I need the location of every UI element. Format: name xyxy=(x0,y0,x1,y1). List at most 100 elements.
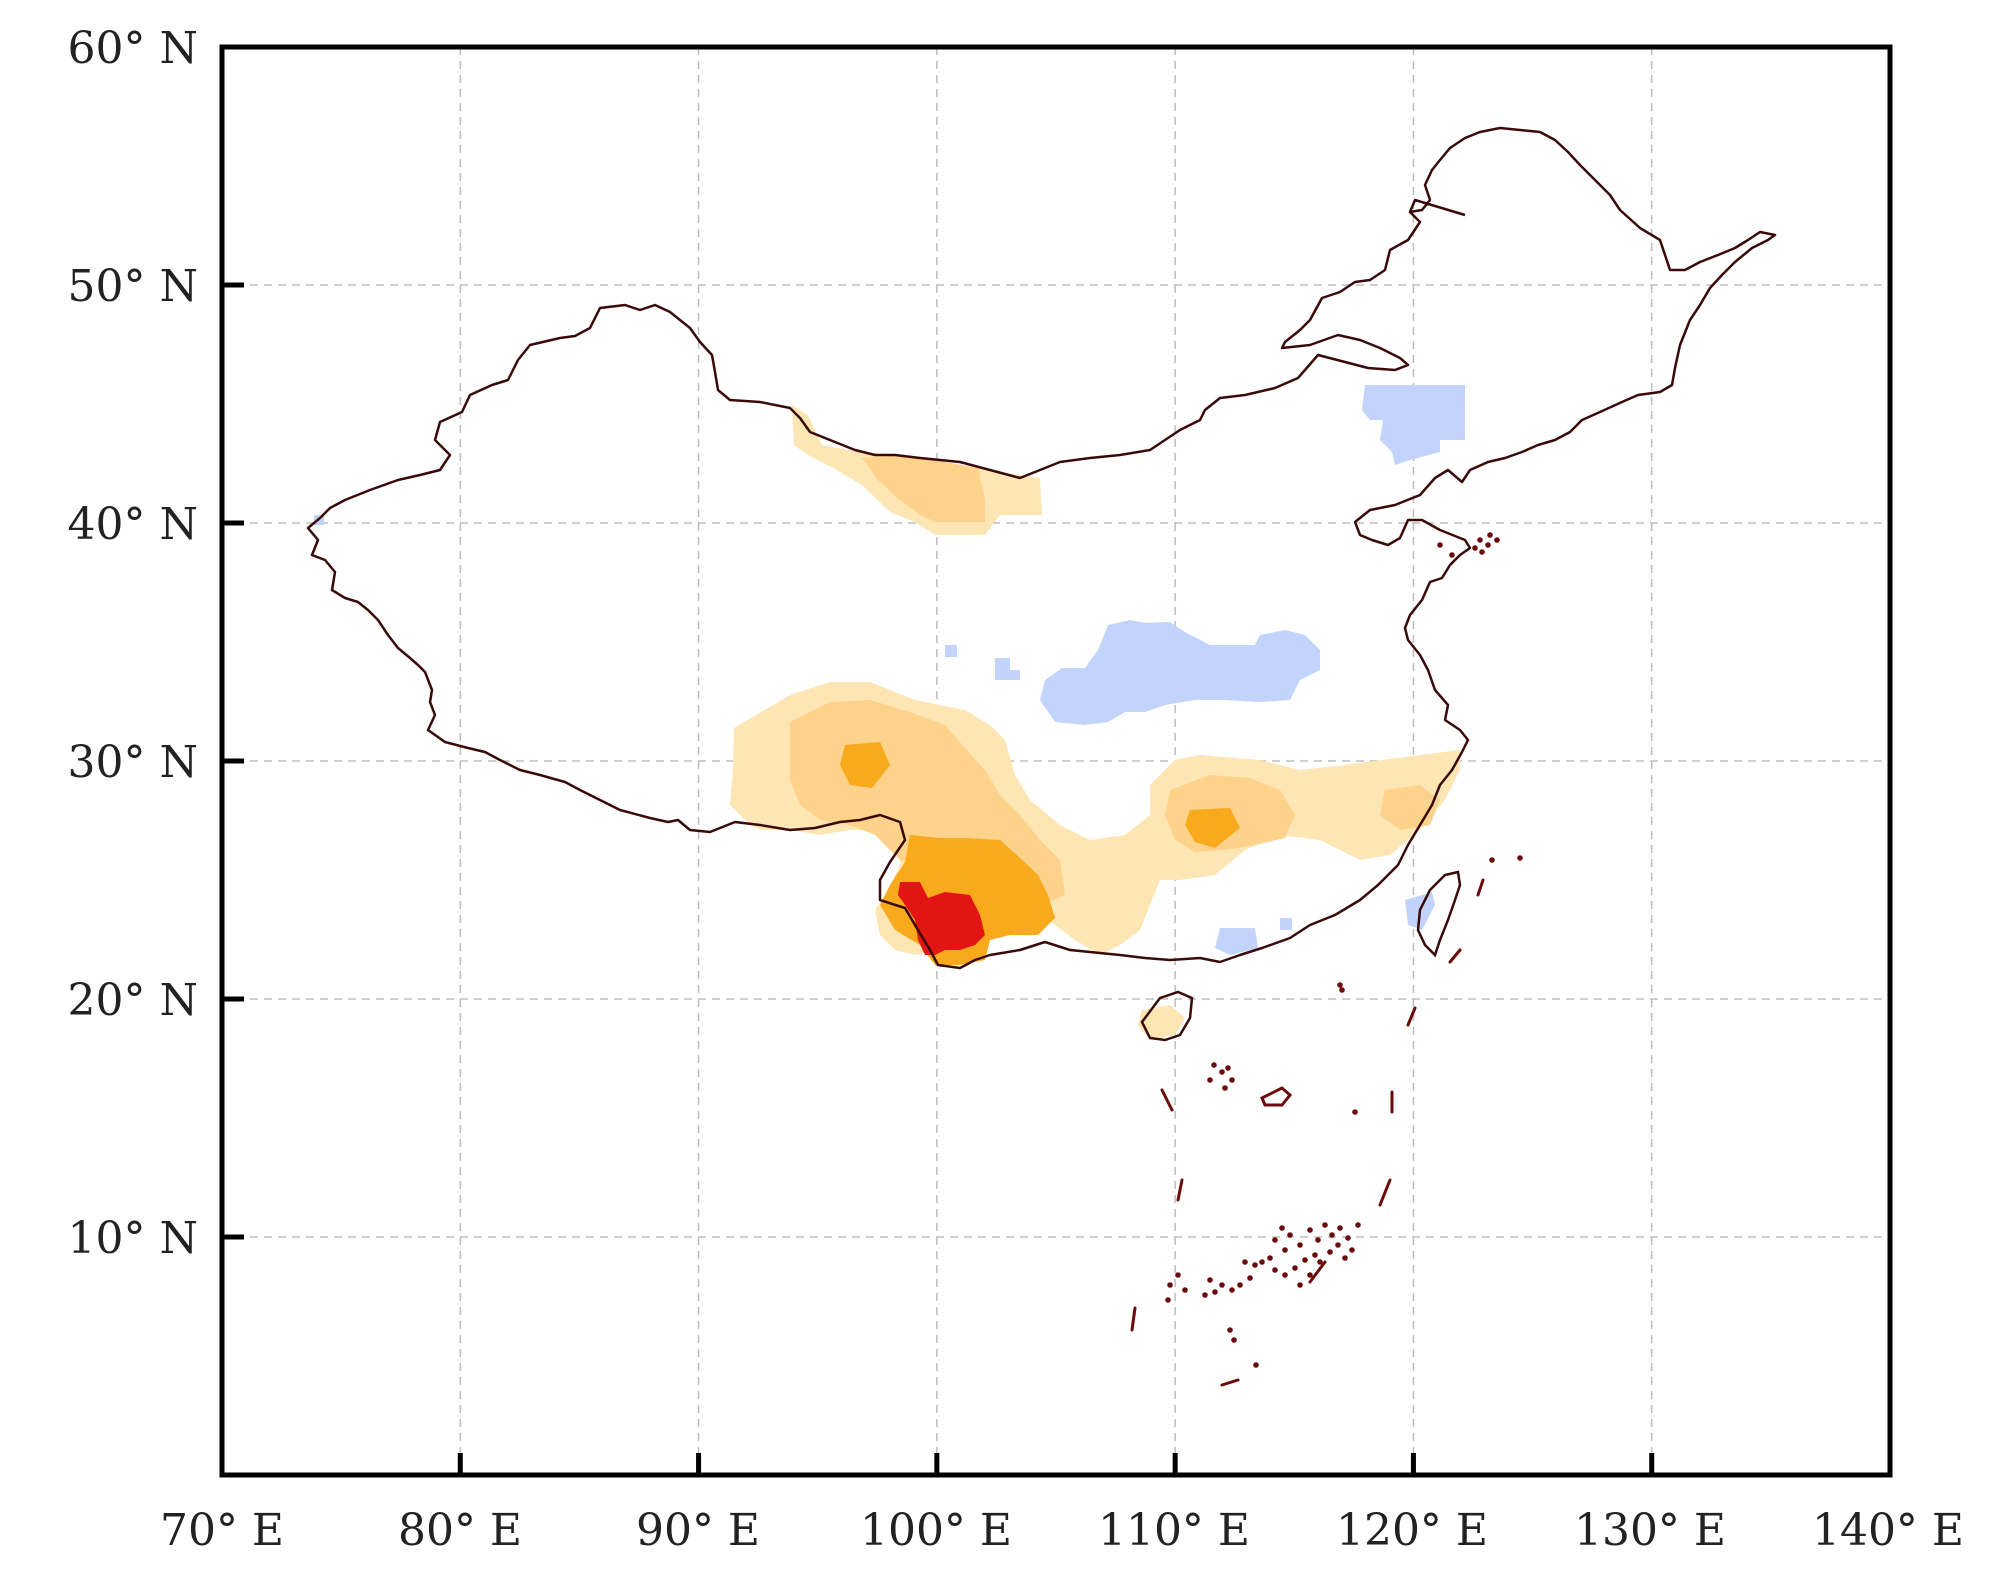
island-dot xyxy=(1279,1225,1285,1231)
island-dot xyxy=(1231,1337,1237,1343)
island-dot xyxy=(1272,1267,1278,1273)
nine-dash-line-segment xyxy=(1160,1088,1174,1112)
island-dot xyxy=(1349,1247,1355,1253)
island-dot xyxy=(1211,1062,1217,1068)
island-dot xyxy=(1207,1077,1213,1083)
island-dot xyxy=(1229,1077,1235,1083)
anomaly-patch-northeast-blue xyxy=(1362,385,1465,465)
island-dot xyxy=(1327,1249,1333,1255)
china-border xyxy=(306,126,1777,970)
island-dot xyxy=(1307,1272,1313,1278)
island-dot xyxy=(1302,1257,1308,1263)
nine-dash-line-segment xyxy=(1308,1260,1327,1284)
anomaly-patch-small-blue-1 xyxy=(945,645,957,657)
longitude-labels: 70° E 80° E 90° E 100° E 110° E 120° E 1… xyxy=(160,1505,1964,1556)
island-dot xyxy=(1355,1222,1361,1228)
lon-label-80: 80° E xyxy=(398,1505,522,1556)
island-dot xyxy=(1307,1227,1313,1233)
island-dot xyxy=(1282,1247,1288,1253)
island-dot xyxy=(1272,1237,1278,1243)
island-dot xyxy=(1337,1225,1343,1231)
lat-label-50: 50° N xyxy=(68,261,198,312)
island-dot xyxy=(1212,1289,1218,1295)
nine-dash-line-segment xyxy=(1176,1178,1184,1202)
lat-label-60: 60° N xyxy=(68,23,198,74)
island-dot xyxy=(1342,1255,1348,1261)
island-dot xyxy=(1477,537,1483,543)
lon-label-100: 100° E xyxy=(860,1505,1012,1556)
island-dot xyxy=(1345,1235,1351,1241)
axis-ticks xyxy=(222,282,1655,1475)
island-dot xyxy=(1479,549,1485,555)
island-dot xyxy=(1259,1259,1265,1265)
island-dot xyxy=(1247,1275,1253,1281)
island-dot xyxy=(1253,1362,1259,1368)
island-dot xyxy=(1165,1297,1171,1303)
macclesfield-outline xyxy=(1260,1086,1293,1107)
island-dot xyxy=(1487,532,1493,538)
anomaly-patch-guangxi-blue xyxy=(1215,928,1258,955)
scattered-islands xyxy=(1165,532,1523,1368)
island-dot xyxy=(1202,1292,1208,1298)
island-dot xyxy=(1237,1282,1243,1288)
island-dot xyxy=(1329,1232,1335,1238)
island-dot xyxy=(1267,1255,1273,1261)
latitude-labels: 10° N 20° N 30° N 40° N 50° N 60° N xyxy=(68,23,198,1264)
anomaly-patch-small-blue-3 xyxy=(1280,918,1292,930)
island-dot xyxy=(1485,542,1491,548)
lon-label-120: 120° E xyxy=(1336,1505,1488,1556)
island-dot xyxy=(1242,1259,1248,1265)
island-dot xyxy=(1339,987,1345,993)
island-dot xyxy=(1315,1237,1321,1243)
lon-label-130: 130° E xyxy=(1574,1505,1726,1556)
island-dot xyxy=(1322,1222,1328,1228)
anomaly-patch-yunnan-red xyxy=(898,882,985,955)
lon-label-140: 140° E xyxy=(1812,1505,1964,1556)
island-dot xyxy=(1225,1065,1231,1071)
island-dot xyxy=(1297,1242,1303,1248)
nine-dash-line-segment xyxy=(1220,1378,1240,1387)
nine-dash-line-segment xyxy=(1448,948,1462,964)
island-dot xyxy=(1252,1262,1258,1268)
anomaly-patch-small-blue-2 xyxy=(995,658,1020,680)
lon-label-90: 90° E xyxy=(636,1505,760,1556)
island-dot xyxy=(1297,1282,1303,1288)
anomaly-patch-tibet-orange xyxy=(840,742,890,788)
island-dot xyxy=(1287,1232,1293,1238)
nine-dash-line-segment xyxy=(1406,1006,1417,1027)
island-dot xyxy=(1472,545,1478,551)
nine-dash-line-segment xyxy=(1476,878,1485,897)
lat-label-10: 10° N xyxy=(68,1213,198,1264)
warm-anomaly-patches xyxy=(730,405,1460,1040)
island-dot xyxy=(1207,1277,1213,1283)
island-dot xyxy=(1229,1287,1235,1293)
island-dot xyxy=(1182,1287,1188,1293)
anomaly-patch-central-blue xyxy=(1040,620,1320,725)
lon-label-110: 110° E xyxy=(1098,1505,1250,1556)
lat-label-30: 30° N xyxy=(68,737,198,788)
hainan-outline xyxy=(1140,990,1194,1042)
island-dot xyxy=(1449,552,1455,558)
island-dot xyxy=(1282,1272,1288,1278)
island-dot xyxy=(1175,1272,1181,1278)
nine-dash-line-segment xyxy=(1378,1178,1392,1207)
island-dot xyxy=(1167,1282,1173,1288)
lon-label-70: 70° E xyxy=(160,1505,284,1556)
lat-label-20: 20° N xyxy=(68,975,198,1026)
island-dot xyxy=(1317,1259,1323,1265)
island-dot xyxy=(1437,542,1443,548)
south-china-sea-features xyxy=(1130,878,1485,1387)
island-dot xyxy=(1337,982,1343,988)
island-dot xyxy=(1312,1252,1318,1258)
island-dot xyxy=(1335,1242,1341,1248)
island-dot xyxy=(1219,1069,1225,1075)
island-dot xyxy=(1222,1085,1228,1091)
island-dot xyxy=(1352,1109,1358,1115)
island-dot xyxy=(1292,1265,1298,1271)
lat-label-40: 40° N xyxy=(68,499,198,550)
island-dot xyxy=(1517,855,1523,861)
taiwan-outline xyxy=(1416,870,1462,958)
island-dot xyxy=(1489,857,1495,863)
nine-dash-line-segment xyxy=(1130,1306,1137,1332)
